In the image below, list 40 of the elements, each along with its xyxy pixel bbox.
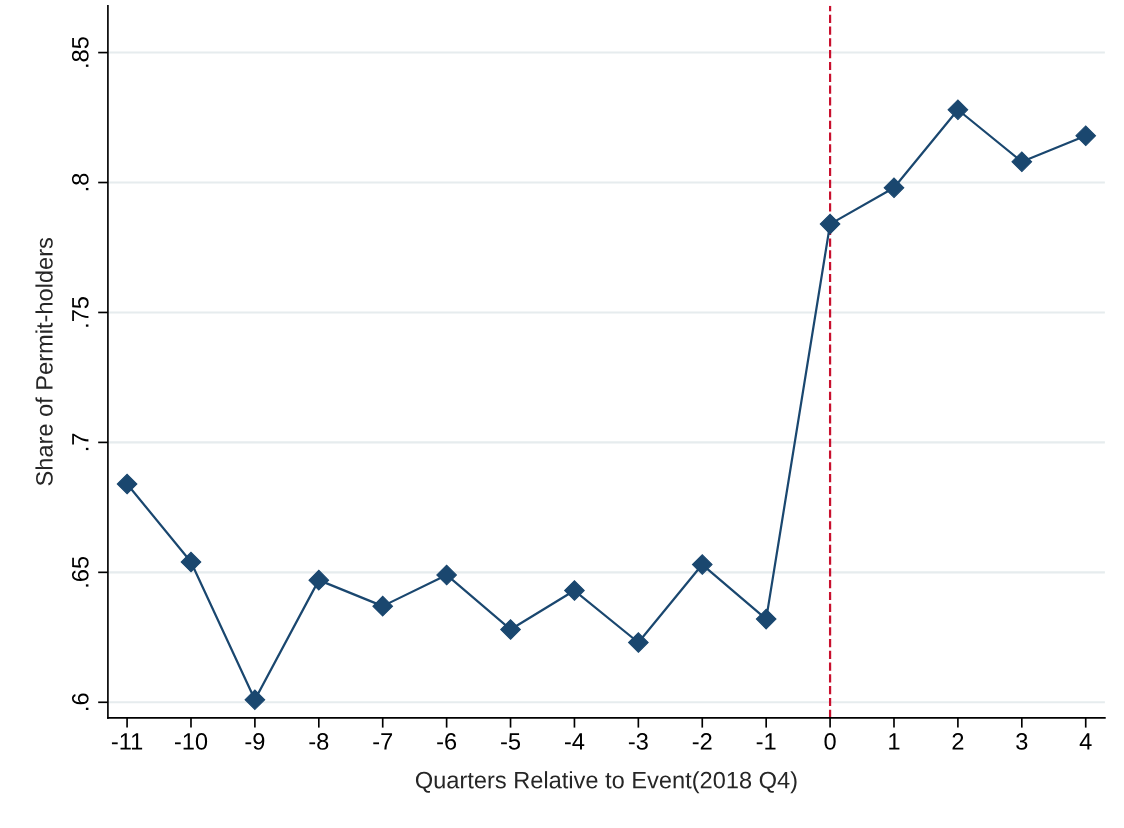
x-tick-label: -9: [245, 733, 265, 750]
x-tick-label: -11: [111, 733, 143, 750]
point: [883, 177, 905, 199]
x-tick-label: 2: [952, 733, 964, 750]
point: [947, 99, 969, 121]
x-axis-title: Quarters Relative to Event(2018 Q4): [415, 771, 797, 794]
y-tick-label: .7: [72, 433, 89, 451]
x-tick-label: -1: [756, 733, 776, 750]
y-tick-label: .75: [72, 297, 89, 327]
x-tick-label: -7: [373, 733, 393, 750]
x-tick-label: -3: [628, 733, 648, 750]
point: [180, 551, 202, 573]
point: [755, 608, 777, 630]
point: [244, 689, 266, 711]
x-tick-label: 1: [889, 733, 900, 750]
point: [436, 564, 457, 586]
x-tick-label: 0: [824, 733, 836, 750]
x-tick-label: -2: [692, 733, 712, 750]
point: [564, 580, 585, 601]
y-axis-title: Share of Permit-holders: [35, 238, 53, 486]
y-tick-label: .8: [71, 173, 89, 191]
x-tick-label: -10: [174, 733, 208, 750]
point: [372, 595, 394, 617]
point: [500, 619, 521, 640]
point: [1075, 125, 1097, 147]
point: [308, 569, 330, 591]
point: [628, 632, 649, 653]
y-tick-label: .65: [71, 556, 89, 587]
point: [1011, 151, 1033, 173]
y-tick-label: .6: [71, 693, 89, 710]
x-tick-label: -4: [565, 733, 585, 750]
x-tick-label: -6: [437, 733, 457, 750]
point: [116, 473, 138, 495]
point: [819, 213, 841, 235]
x-tick-label: -8: [309, 733, 329, 750]
x-tick-label: 3: [1016, 733, 1028, 750]
point: [691, 554, 713, 575]
x-tick-label: 4: [1079, 733, 1092, 750]
y-tick-label: .85: [71, 37, 89, 67]
x-tick-label: -5: [501, 733, 521, 750]
